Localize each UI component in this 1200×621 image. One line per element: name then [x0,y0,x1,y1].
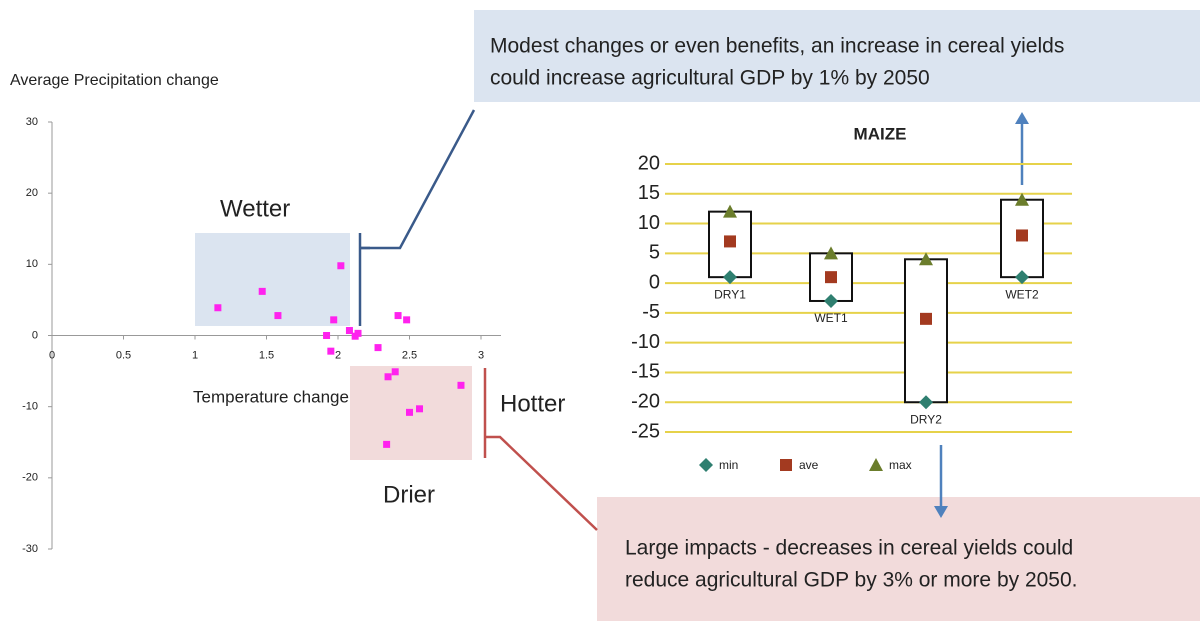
chart-title: MAIZE [854,124,907,143]
marker-2 [919,252,933,266]
connector-bottom [483,368,598,531]
point [406,408,413,416]
legend-label: min [719,458,738,472]
point [354,329,362,337]
point [457,381,465,389]
marker-0 [919,395,933,410]
point [391,368,399,376]
marker-2 [1015,192,1029,206]
y-tick-label: 0 [32,329,38,341]
point [345,327,353,335]
marker-0 [723,270,737,285]
y-tick-label: 20 [638,152,660,174]
legend-label: max [889,458,912,472]
point [330,316,338,324]
x-tick-label: 2 [335,349,341,361]
point [384,373,392,381]
point [394,312,402,320]
legend-marker [869,458,883,471]
marker-1 [724,235,736,248]
x-tick-label: 1 [192,349,198,361]
legend-label: ave [799,458,819,472]
marker-0 [1015,270,1029,285]
marker-2 [723,204,737,218]
annotation: Hotter [500,390,565,417]
y-axis-label: Average Precipitation change [10,72,219,89]
category-label: DRY2 [910,412,942,426]
y-tick-label: -10 [631,331,660,353]
legend-marker [780,459,792,471]
y-tick-label: 5 [649,242,660,264]
arrow-down-head [934,506,948,518]
category-label: WET1 [814,311,848,325]
point [258,287,266,295]
callout-box-top [474,10,1200,102]
point [374,344,382,352]
x-tick-label: 3 [478,349,484,361]
marker-1 [1016,229,1028,242]
callout-text: Modest changes or even benefits, an incr… [490,35,1064,58]
connector-top [358,109,476,326]
wetter-region [195,233,350,326]
callout-text: reduce agricultural GDP by 3% or more by… [625,569,1078,592]
marker-0 [824,293,838,308]
y-tick-label: 20 [26,187,38,199]
point [337,262,345,270]
x-tick-label: 0 [49,349,55,361]
y-tick-label: 0 [649,271,660,293]
category-label: WET2 [1005,287,1039,301]
point [383,440,391,448]
y-tick-label: -15 [631,361,660,383]
y-tick-label: 30 [26,116,38,128]
callout-text: could increase agricultural GDP by 1% by… [490,67,930,90]
y-tick-label: -20 [22,472,38,484]
x-tick-label: 2.5 [402,349,417,361]
y-tick-label: 10 [26,258,38,270]
y-tick-label: -25 [631,420,660,442]
callout-text: Large impacts - decreases in cereal yiel… [625,537,1073,560]
point [416,405,424,413]
marker-1 [920,312,932,325]
arrow-up-head [1015,112,1029,124]
callout-box-bottom [597,497,1200,621]
legend-marker [699,458,713,472]
y-tick-label: -20 [631,391,660,413]
category-label: DRY1 [714,287,746,301]
x-tick-label: 0.5 [116,349,131,361]
y-tick-label: 10 [638,212,660,234]
x-tick-label: 1.5 [259,349,274,361]
y-tick-label: -30 [22,543,38,555]
marker-2 [824,246,838,260]
point [274,312,282,320]
point [214,304,222,312]
annotation: Drier [383,481,435,508]
x-axis-label: Temperature change [193,387,349,406]
y-tick-label: -10 [22,401,38,413]
range-box [904,258,948,404]
marker-1 [825,271,837,284]
point [327,347,335,355]
point [403,316,411,324]
y-tick-label: -5 [642,301,660,323]
point [323,332,331,339]
annotation: Wetter [220,195,290,222]
y-tick-label: 15 [638,182,660,204]
